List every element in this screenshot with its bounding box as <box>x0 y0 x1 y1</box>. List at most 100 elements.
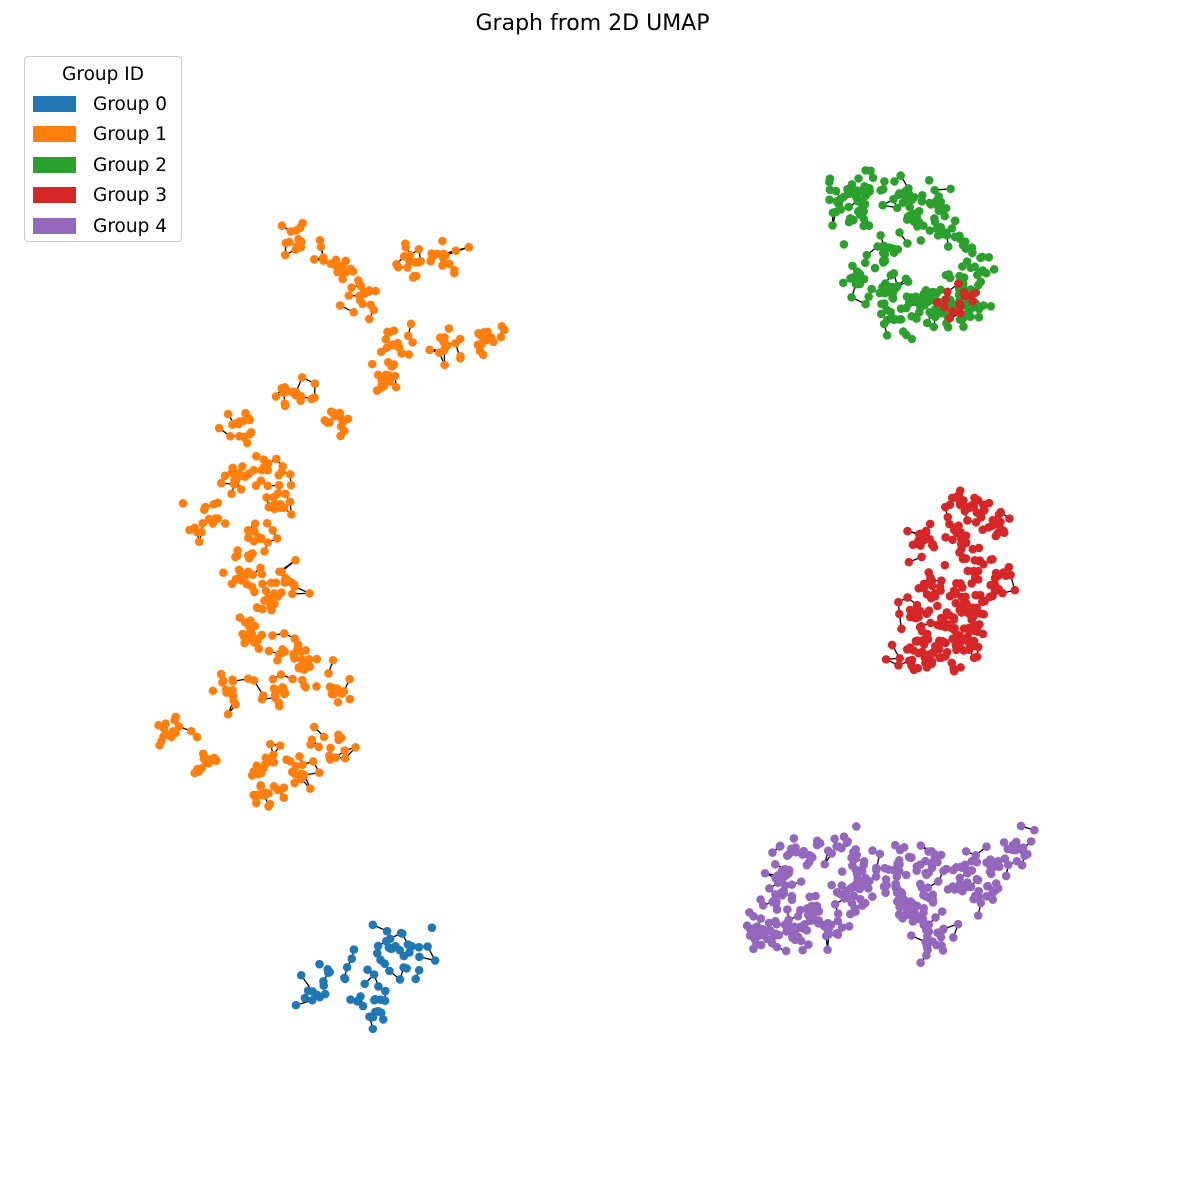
graph-node-group-1 <box>266 578 276 588</box>
graph-node-group-4 <box>812 836 822 846</box>
graph-node-group-0 <box>323 965 333 974</box>
graph-node-group-4 <box>775 842 785 851</box>
graph-node-group-2 <box>847 293 856 302</box>
graph-node-group-2 <box>867 284 876 294</box>
graph-node-group-4 <box>756 940 766 950</box>
graph-node-group-1 <box>404 350 414 359</box>
graph-node-group-4 <box>771 899 781 909</box>
graph-node-group-1 <box>371 286 380 296</box>
graph-node-group-2 <box>946 184 955 194</box>
graph-node-group-3 <box>925 519 935 529</box>
graph-node-group-2 <box>926 200 936 209</box>
graph-node-group-2 <box>888 294 898 303</box>
graph-node-group-4 <box>758 924 767 934</box>
graph-node-group-0 <box>382 926 392 936</box>
graph-node-group-4 <box>796 905 805 915</box>
graph-node-group-4 <box>768 848 777 857</box>
graph-node-group-3 <box>988 554 997 564</box>
graph-node-group-1 <box>236 484 246 494</box>
graph-node-group-1 <box>298 760 307 769</box>
graph-node-group-3 <box>996 507 1006 517</box>
graph-node-group-2 <box>889 268 899 278</box>
graph-node-group-1 <box>279 793 289 802</box>
graph-node-group-1 <box>314 768 324 777</box>
graph-node-group-3 <box>928 648 938 658</box>
graph-node-group-3 <box>936 613 946 623</box>
graph-node-group-1 <box>277 588 286 597</box>
graph-node-group-1 <box>337 733 346 743</box>
graph-node-group-1 <box>281 238 291 248</box>
graph-node-group-3 <box>887 640 897 650</box>
graph-node-group-4 <box>837 867 847 876</box>
graph-node-group-3 <box>988 591 997 601</box>
graph-node-group-4 <box>916 958 925 968</box>
graph-node-group-4 <box>1026 837 1036 846</box>
graph-node-group-3 <box>954 490 964 500</box>
graph-node-group-1 <box>324 669 333 678</box>
graph-node-group-4 <box>881 875 891 884</box>
graph-node-group-1 <box>337 267 346 277</box>
graph-node-group-4 <box>901 910 911 920</box>
graph-node-group-3 <box>984 523 993 532</box>
graph-node-group-1 <box>339 686 349 696</box>
graph-node-group-2 <box>924 175 934 185</box>
graph-node-group-3 <box>948 306 957 316</box>
graph-node-group-3 <box>937 653 946 663</box>
graph-node-group-2 <box>974 312 984 322</box>
graph-node-group-4 <box>749 912 758 921</box>
graph-node-group-1 <box>229 695 238 705</box>
graph-node-group-3 <box>894 661 903 670</box>
graph-node-group-1 <box>341 753 350 763</box>
graph-node-group-1 <box>260 547 269 556</box>
graph-node-group-4 <box>846 894 855 904</box>
graph-node-group-1 <box>451 339 460 348</box>
graph-node-group-4 <box>868 892 877 901</box>
graph-node-group-1 <box>464 242 474 252</box>
graph-node-group-1 <box>256 782 265 791</box>
graph-node-group-1 <box>218 678 227 687</box>
graph-node-group-2 <box>889 194 898 204</box>
graph-node-group-1 <box>345 674 354 684</box>
graph-node-group-1 <box>258 579 267 589</box>
graph-node-group-3 <box>912 637 922 646</box>
graph-node-group-1 <box>193 764 202 774</box>
graph-node-group-3 <box>940 302 949 312</box>
graph-node-group-1 <box>335 408 345 418</box>
graph-node-group-4 <box>911 913 920 923</box>
graph-node-group-1 <box>373 370 383 380</box>
graph-node-group-1 <box>260 790 270 800</box>
graph-node-group-1 <box>244 413 254 423</box>
legend-swatch-group-3 <box>33 187 76 203</box>
graph-node-group-2 <box>896 304 906 314</box>
graph-node-group-2 <box>929 322 939 332</box>
graph-node-group-3 <box>958 553 968 562</box>
graph-node-group-1 <box>309 722 319 732</box>
graph-node-group-3 <box>912 600 922 610</box>
graph-node-group-2 <box>930 185 940 195</box>
graph-node-group-1 <box>227 489 236 499</box>
graph-node-group-1 <box>345 694 355 704</box>
graph-node-group-4 <box>859 860 868 870</box>
graph-node-group-4 <box>895 860 904 869</box>
graph-node-group-1 <box>208 686 218 696</box>
graph-node-group-1 <box>301 682 310 692</box>
graph-node-group-4 <box>830 834 839 844</box>
graph-node-group-1 <box>269 589 279 598</box>
graph-node-group-1 <box>194 537 204 547</box>
graph-node-group-2 <box>880 256 890 266</box>
graph-node-group-3 <box>943 512 953 522</box>
graph-node-group-3 <box>957 608 966 617</box>
graph-node-group-3 <box>895 654 905 663</box>
graph-node-group-1 <box>406 319 416 329</box>
graph-node-group-3 <box>917 621 926 631</box>
graph-node-group-1 <box>489 337 498 347</box>
graph-node-group-1 <box>377 380 387 390</box>
graph-node-group-1 <box>268 526 277 535</box>
graph-node-group-1 <box>438 261 447 270</box>
graph-node-group-0 <box>385 934 395 944</box>
graph-node-group-1 <box>428 252 437 262</box>
graph-node-group-4 <box>749 944 758 954</box>
graph-node-group-4 <box>798 945 807 955</box>
graph-node-group-2 <box>912 218 922 227</box>
graph-node-group-2 <box>844 202 854 212</box>
